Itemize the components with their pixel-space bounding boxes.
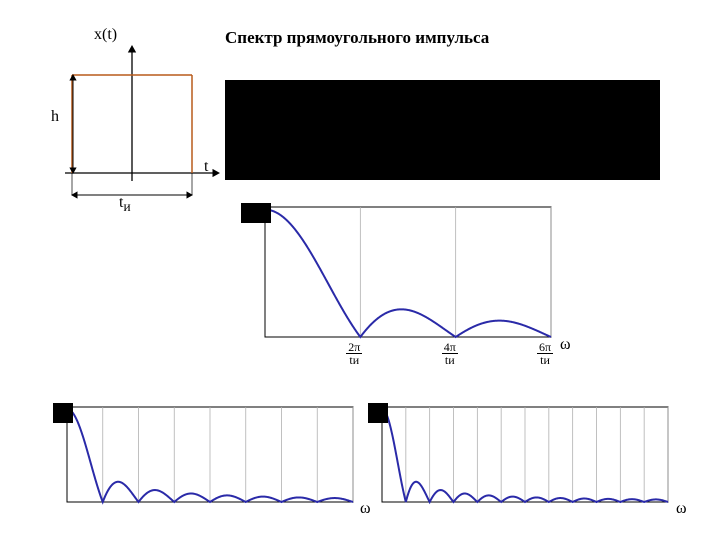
- sinc-right-label-patch: [368, 403, 388, 423]
- sinc-left-label-patch: [53, 403, 73, 423]
- sinc-main-tick: 4πtи: [442, 341, 458, 366]
- sinc-right-plot: [380, 405, 670, 510]
- sinc-main-plot: [263, 205, 553, 345]
- sinc-left-svg: [65, 405, 355, 510]
- pulse-width-label: tи: [119, 194, 131, 215]
- pulse-width-label-sub: и: [123, 199, 130, 214]
- sinc-main-tick: 2πtи: [346, 341, 362, 366]
- sinc-right-svg: [380, 405, 670, 510]
- pulse-amp-label: h: [51, 108, 59, 126]
- page-title: Спектр прямоугольного импульса: [225, 28, 489, 48]
- pulse-plot: [65, 45, 220, 210]
- sinc-left-plot: [65, 405, 355, 510]
- sinc-main-omega: ω: [560, 336, 571, 354]
- sinc-right-omega: ω: [676, 500, 687, 518]
- pulse-xlabel: t: [204, 158, 208, 176]
- sinc-main-tick: 6πtи: [537, 341, 553, 366]
- pulse-ylabel: x(t): [94, 26, 117, 44]
- black-region: [225, 80, 660, 180]
- sinc-main-label-patch: [241, 203, 271, 223]
- sinc-left-omega: ω: [360, 500, 371, 518]
- sinc-main-svg: [263, 205, 553, 345]
- pulse-plot-svg: [65, 45, 220, 210]
